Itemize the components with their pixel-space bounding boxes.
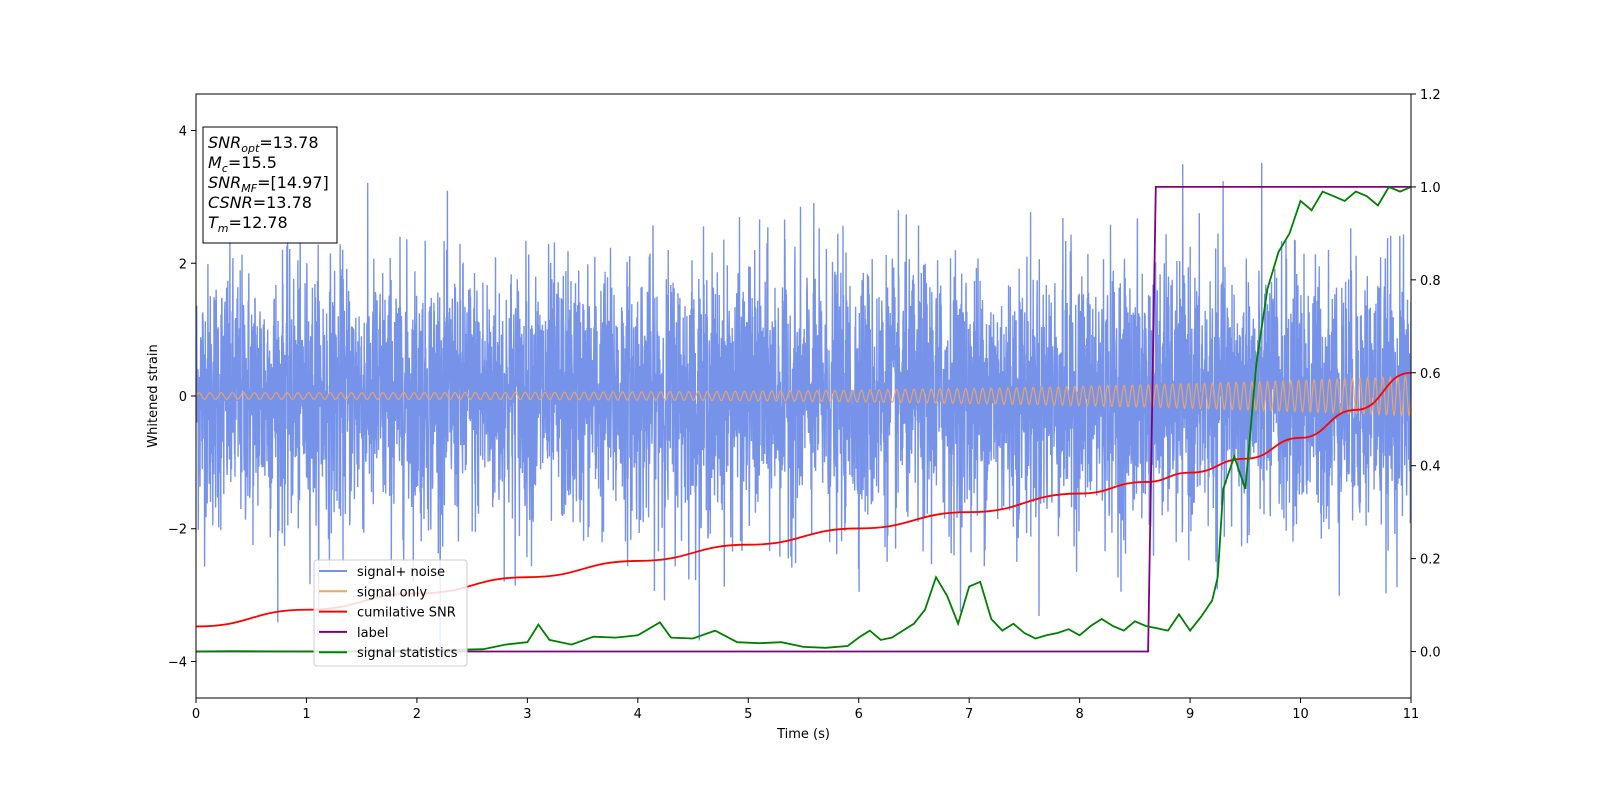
y-tick-label: −2 [168,523,187,538]
x-tick-label: 11 [1403,707,1420,722]
legend: signal+ noise signal only cumilative SNR la… [313,559,468,667]
info-box-frame [202,126,338,244]
series-signal-only-line [196,374,1411,418]
x-tick-label: 6 [855,707,863,722]
legend-label: signal+ noise [357,565,445,580]
y2-tick-label: 1.2 [1420,88,1441,103]
x-tick-label: 2 [413,707,421,722]
legend-label: label [357,626,388,641]
y-tick-label: −4 [168,655,187,670]
series-signal-noise-line [196,162,1411,658]
x-tick-label: 1 [302,707,310,722]
y2-tick-label: 0.6 [1420,367,1441,382]
info-line: Mc=15.5 [208,153,277,175]
y2-tick-label: 0.2 [1420,553,1441,568]
info-box: SNRopt=13.78Mc=15.5SNRMF=[14.97]CSNR=13.… [202,126,338,244]
x-tick-label: 7 [965,707,973,722]
info-line: SNRMF=[14.97] [208,173,329,195]
info-line: SNRopt=13.78 [208,133,319,155]
y2-tick-label: 0.0 [1420,646,1441,661]
y-tick-label: 4 [179,125,187,140]
x-tick-label: 10 [1292,707,1309,722]
y-tick-label: 0 [179,390,187,405]
axes: 0 1 2 3 4 5 6 7 8 9 10 11 −4 −2 0 2 4 0.0 0.2 0.4 0.6 0.8 1.0 1… [168,88,1441,722]
legend-label: cumilative SNR [357,606,456,621]
x-tick-label: 4 [634,707,642,722]
y2-tick-label: 1.0 [1420,181,1441,196]
x-tick-label: 3 [523,707,531,722]
series-label-line [196,185,1411,653]
info-line: CSNR=13.78 [208,193,312,212]
legend-frame [313,559,468,667]
y-axis-label: Whitened strain [146,344,161,447]
legend-label: signal only [357,585,427,600]
y2-tick-label: 0.8 [1420,274,1441,289]
x-tick-label: 8 [1075,707,1083,722]
x-tick-label: 9 [1186,707,1194,722]
legend-label: signal statistics [357,646,458,661]
y2-tick-label: 0.4 [1420,460,1441,475]
x-axis-label: Time (s) [776,727,830,742]
series-signal-statistics-line [196,185,1411,653]
y-tick-label: 2 [179,257,187,272]
x-tick-label: 0 [192,707,200,722]
info-line: Tm=12.78 [208,213,288,235]
x-tick-label: 5 [744,707,752,722]
